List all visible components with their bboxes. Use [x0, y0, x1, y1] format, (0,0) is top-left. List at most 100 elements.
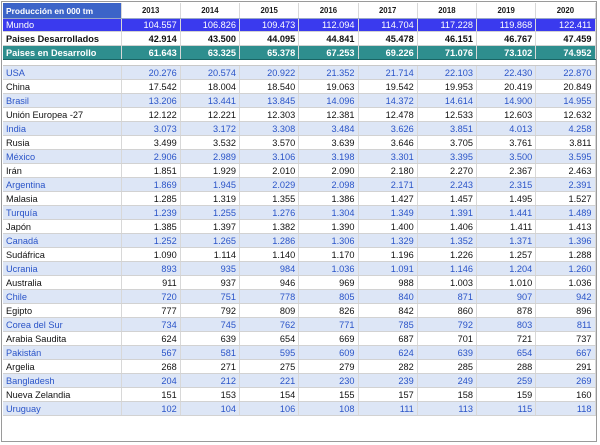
- row-label: México: [3, 149, 122, 164]
- country-row-sudafrica: Sudáfrica 1.090 1.114 1.140 1.170 1.196 1.226 1…: [3, 247, 596, 262]
- value-cell: 159: [476, 387, 537, 402]
- value-cell: 3.301: [358, 149, 418, 164]
- value-cell: 158: [417, 387, 478, 402]
- value-cell: 624: [121, 331, 181, 346]
- value-cell: 1.257: [476, 247, 537, 262]
- country-row-bangladesh: Bangladesh 204 212 221 230 239 249 259 269: [3, 373, 596, 388]
- row-label: Australia: [3, 275, 122, 290]
- row-label: Canadá: [3, 233, 122, 248]
- value-cell: 155: [298, 387, 359, 402]
- value-cell: 785: [358, 317, 418, 332]
- country-row-nueva-zelandia: Nueva Zelandia 151 153 154 155 157 158 159 160: [3, 387, 596, 402]
- value-cell: 12.632: [535, 107, 596, 122]
- year-header: 2014: [180, 3, 241, 19]
- row-label: Pakistán: [3, 345, 122, 360]
- value-cell: 259: [476, 373, 537, 388]
- value-cell: 803: [476, 317, 537, 332]
- row-label: Arabia Saudita: [3, 331, 122, 346]
- value-cell: 271: [180, 359, 241, 374]
- value-cell: 720: [121, 289, 181, 304]
- spacer: [3, 59, 596, 66]
- value-cell: 204: [121, 373, 181, 388]
- value-cell: 745: [180, 317, 241, 332]
- value-cell: 1.285: [121, 191, 181, 206]
- value-cell: 4.258: [535, 121, 596, 136]
- value-cell: 911: [121, 275, 181, 290]
- year-header: 2013: [121, 3, 181, 19]
- value-cell: 1.226: [417, 247, 478, 262]
- value-cell: 109.473: [239, 18, 300, 32]
- value-cell: 654: [476, 345, 537, 360]
- value-cell: 18.004: [180, 79, 241, 94]
- unit-label: Producción en 000 tm: [3, 3, 122, 19]
- value-cell: 14.096: [298, 93, 359, 108]
- value-cell: 1.036: [535, 275, 596, 290]
- value-cell: 3.198: [298, 149, 359, 164]
- value-cell: 1.091: [358, 261, 418, 276]
- row-label: Paises en Desarrollo: [3, 45, 122, 60]
- value-cell: 114.704: [358, 18, 418, 32]
- country-row-union-europea-27: Unión Europea -27 12.122 12.221 12.303 12.38…: [3, 107, 596, 122]
- value-cell: 3.395: [417, 149, 478, 164]
- value-cell: 2.367: [476, 163, 537, 178]
- row-label: Nueva Zelandia: [3, 387, 122, 402]
- value-cell: 3.499: [121, 135, 181, 150]
- value-cell: 737: [535, 331, 596, 346]
- country-row-ucrania: Ucrania 893 935 984 1.036 1.091 1.146 1.204 1.26…: [3, 261, 596, 276]
- row-label: Chile: [3, 289, 122, 304]
- summary-row-paises-desarrollados: Paises Desarrollados 42.914 43.500 44.095 44…: [3, 31, 596, 46]
- value-cell: 22.103: [417, 65, 478, 80]
- row-label: Paises Desarrollados: [3, 31, 122, 46]
- value-cell: 1.196: [358, 247, 418, 262]
- value-cell: 1.255: [180, 205, 241, 220]
- value-cell: 1.391: [417, 205, 478, 220]
- value-cell: 1.288: [535, 247, 596, 262]
- value-cell: 122.411: [535, 18, 596, 32]
- value-cell: 1.396: [535, 233, 596, 248]
- year-header: 2015: [239, 3, 300, 19]
- value-cell: 69.226: [358, 45, 418, 60]
- value-cell: 2.243: [417, 177, 478, 192]
- value-cell: 721: [476, 331, 537, 346]
- row-label: Brasil: [3, 93, 122, 108]
- row-label: Argentina: [3, 177, 122, 192]
- year-header: 2020: [535, 3, 596, 19]
- value-cell: 14.955: [535, 93, 596, 108]
- country-row-australia: Australia 911 937 946 969 988 1.003 1.010 1.036: [3, 275, 596, 290]
- value-cell: 249: [417, 373, 478, 388]
- country-row-pakistan: Pakistán 567 581 595 609 624 639 654 667: [3, 345, 596, 360]
- country-row-malasia: Malasia 1.285 1.319 1.355 1.386 1.427 1.457 1.4…: [3, 191, 596, 206]
- country-row-japon: Japón 1.385 1.397 1.382 1.390 1.400 1.406 1.411…: [3, 219, 596, 234]
- value-cell: 896: [535, 303, 596, 318]
- year-header: 2016: [298, 3, 359, 19]
- value-cell: 65.378: [239, 45, 300, 60]
- value-cell: 1.265: [180, 233, 241, 248]
- value-cell: 969: [298, 275, 359, 290]
- value-cell: 1.489: [535, 205, 596, 220]
- value-cell: 47.459: [535, 31, 596, 46]
- value-cell: 14.900: [476, 93, 537, 108]
- value-cell: 792: [417, 317, 478, 332]
- value-cell: 792: [180, 303, 241, 318]
- value-cell: 2.463: [535, 163, 596, 178]
- value-cell: 1.003: [417, 275, 478, 290]
- value-cell: 734: [121, 317, 181, 332]
- value-cell: 4.013: [476, 121, 537, 136]
- value-cell: 279: [298, 359, 359, 374]
- value-cell: 1.352: [417, 233, 478, 248]
- value-cell: 2.906: [121, 149, 181, 164]
- row-label: Unión Europea -27: [3, 107, 122, 122]
- year-header: 2017: [358, 3, 418, 19]
- value-cell: 701: [417, 331, 478, 346]
- value-cell: 624: [358, 345, 418, 360]
- value-cell: 2.180: [358, 163, 418, 178]
- row-label: Argelia: [3, 359, 122, 374]
- value-cell: 73.102: [476, 45, 537, 60]
- country-row-egipto: Egipto 777 792 809 826 842 860 878 896: [3, 303, 596, 318]
- value-cell: 3.639: [298, 135, 359, 150]
- value-cell: 22.870: [535, 65, 596, 80]
- country-row-china: China 17.542 18.004 18.540 19.063 19.542 19.95…: [3, 79, 596, 94]
- value-cell: 67.253: [298, 45, 359, 60]
- value-cell: 907: [476, 289, 537, 304]
- value-cell: 3.570: [239, 135, 300, 150]
